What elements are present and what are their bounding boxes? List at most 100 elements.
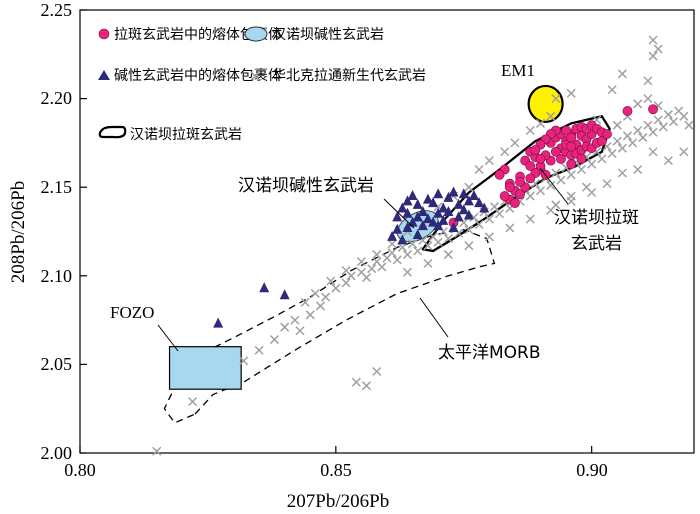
data-point-triangle [438,214,449,225]
legend-label-triangle: 碱性玄武岩中的熔体包裹体 [114,67,282,84]
data-point-triangle [397,202,408,213]
data-point-x [510,138,520,148]
data-point-triangle [463,195,474,206]
data-point-x [587,159,597,169]
y-tick-label: 2.05 [41,354,73,374]
data-point-triangle [458,188,469,199]
data-point-x [546,180,556,190]
data-point-x [587,187,597,198]
tholeiite-field-label-line1: 汉诺坝拉斑 [554,208,639,228]
fozo-field [168,346,242,390]
legend-label-outline: 汉诺坝拉斑玄武岩 [130,126,242,143]
data-point-x [362,381,372,391]
data-point-x [310,288,320,299]
data-point-x [295,326,305,336]
data-point-x [423,241,433,251]
data-point-x [495,209,505,219]
legend-label-ellipse: 汉诺坝碱性玄武岩 [272,26,384,43]
data-point-triangle [407,190,418,201]
data-point-triangle [433,207,444,218]
fozo-label: FOZO [110,303,154,322]
data-point-x [643,120,653,130]
data-point-x [648,35,658,45]
data-point-x [633,125,643,136]
data-point-x [484,156,494,166]
data-point-x [566,170,576,180]
em1-field [527,84,564,124]
data-point-x [500,147,510,157]
data-point-x [669,117,679,127]
legend-marker-triangle [98,70,110,80]
data-point-x [443,234,453,244]
data-point-circle [622,106,633,116]
data-point-circle [602,129,612,139]
data-point-triangle [453,211,464,222]
data-point-x [617,168,627,178]
data-point-triangle [402,195,413,206]
data-point-x [356,257,366,267]
data-point-circle [494,169,505,180]
data-point-x [443,250,453,260]
data-point-triangle [412,229,423,240]
data-point-x [602,179,612,189]
data-point-x [423,258,433,268]
data-point-triangle [448,186,459,197]
data-point-x [341,265,351,276]
legend-label-x: 华北克拉通新生代玄武岩 [272,67,426,84]
tholeiite-leader-line [539,167,569,205]
data-point-x [464,182,474,192]
data-point-triangle [438,202,449,213]
data-point-circle [515,189,525,200]
data-point-x [269,335,279,345]
data-point-x [643,94,653,104]
data-point-triangle [422,213,433,224]
data-point-x [576,164,586,175]
data-point-x [326,276,336,286]
y-axis-label: 208Pb/206Pb [8,181,29,283]
data-point-x [622,131,633,141]
data-point-x [628,138,638,148]
data-point-x [484,232,494,242]
data-point-triangle [387,230,398,241]
data-point-x [387,239,397,249]
y-tick-label: 2.25 [41,0,73,20]
data-point-triangle [279,289,290,300]
data-point-circle [566,141,577,152]
data-point-x [290,315,300,325]
data-point-x [464,241,474,251]
legend-marker-circle [98,28,110,40]
data-point-x [402,250,412,260]
points-layer [152,35,694,456]
data-point-x [679,111,689,121]
x-tick-label: 0.80 [64,460,96,480]
data-point-triangle [213,317,224,328]
data-point-x [633,164,643,175]
data-point-x [321,292,331,302]
data-point-triangle [443,206,454,217]
data-point-x [617,69,627,79]
data-point-x [254,345,264,355]
legend-label-circle: 拉斑玄武岩中的熔体包裹体 [114,26,282,43]
morb-leader-line [419,297,449,338]
data-point-x [387,248,397,258]
data-point-x [546,205,556,215]
data-point-x [633,99,643,109]
data-point-x [362,273,372,283]
data-point-x [188,397,198,407]
data-point-triangle [417,220,428,231]
data-point-triangle [448,221,459,232]
data-point-x [648,127,658,137]
data-point-x [663,110,673,120]
data-point-circle [566,159,577,170]
data-point-circle [550,146,561,157]
morb-label: 太平洋MORB [438,343,541,363]
data-point-x [489,202,499,212]
y-tick-label: 2.20 [41,88,73,108]
fozo-leader-line [157,324,179,352]
data-point-x [617,143,627,153]
data-point-triangle [392,211,403,222]
data-point-x [525,125,535,136]
axis-ticks [79,9,593,454]
x-tick-label: 0.90 [576,460,608,480]
data-point-x [679,147,689,157]
